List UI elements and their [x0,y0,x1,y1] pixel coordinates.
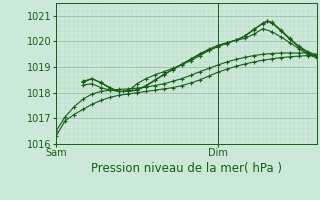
X-axis label: Pression niveau de la mer( hPa ): Pression niveau de la mer( hPa ) [91,162,282,175]
